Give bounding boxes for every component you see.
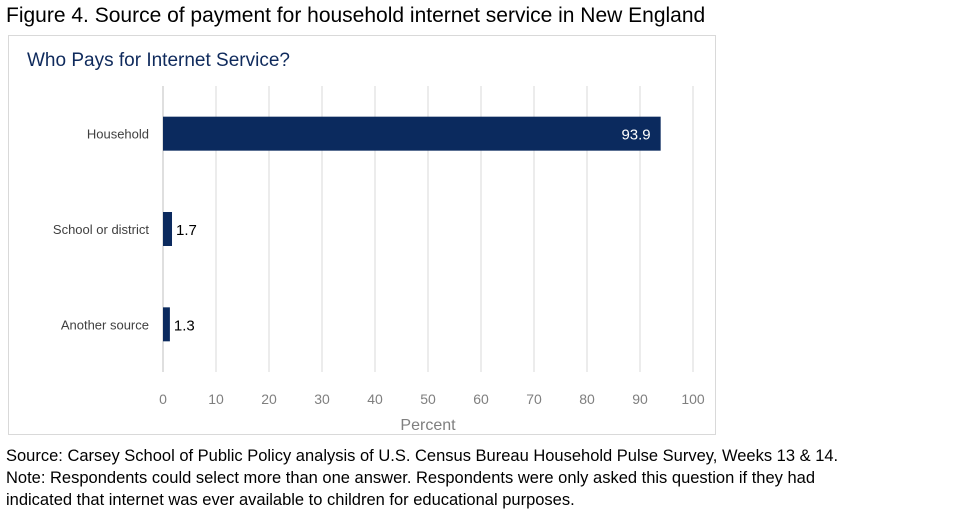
category-label: Another source [61, 317, 149, 332]
chart-title: Who Pays for Internet Service? [27, 50, 290, 71]
x-axis-title: Percent [400, 417, 456, 434]
category-label: School or district [53, 222, 149, 237]
x-tick-label: 10 [208, 391, 224, 407]
bar [163, 116, 661, 151]
footnote: Source: Carsey School of Public Policy a… [6, 445, 952, 511]
category-label: Household [87, 127, 149, 142]
chart-container: Who Pays for Internet Service? 0 10 20 30 40… [8, 35, 716, 435]
data-label: 1.3 [174, 317, 195, 334]
x-tick-label: 60 [473, 391, 489, 407]
x-tick-label: 70 [526, 391, 542, 407]
x-tick-label: 20 [261, 391, 277, 407]
bar-chart: 0 10 20 30 40 50 60 70 80 90 100 Household 93.9 Schoo… [53, 86, 705, 434]
source-note: Source: Carsey School of Public Policy a… [6, 447, 839, 465]
x-tick-label: 90 [632, 391, 648, 407]
note-line-2: indicated that internet was ever availab… [6, 491, 575, 509]
x-tick-label: 50 [420, 391, 436, 407]
bar [163, 307, 170, 342]
x-tick-label: 30 [314, 391, 330, 407]
x-tick-label: 80 [579, 391, 595, 407]
note-line-1: Note: Respondents could select more than… [6, 469, 815, 487]
data-label: 1.7 [176, 222, 197, 239]
x-tick-label: 0 [159, 391, 167, 407]
x-tick-label: 40 [367, 391, 383, 407]
bar [163, 212, 173, 246]
data-label: 93.9 [621, 127, 650, 144]
x-tick-label: 100 [681, 391, 705, 407]
figure-title: Figure 4. Source of payment for househol… [6, 4, 706, 27]
